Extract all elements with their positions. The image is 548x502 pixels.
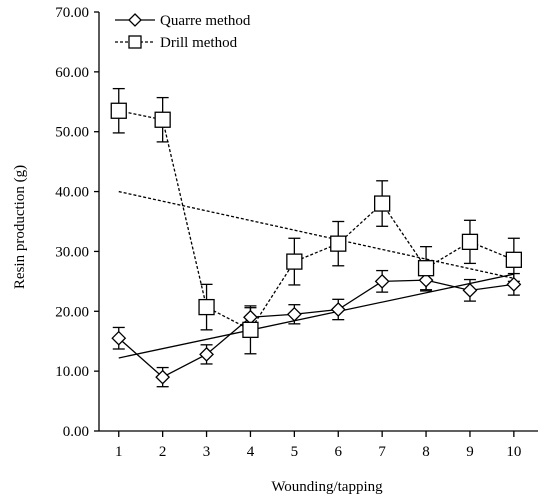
trend-lines [118, 190, 514, 359]
drill-point [286, 253, 303, 270]
drill-point [417, 260, 435, 277]
x-tick-label: 6 [335, 444, 343, 460]
drill-point [110, 102, 127, 119]
y-axis-title: Resin production (g) [12, 165, 28, 289]
y-tick-label: 30.00 [55, 244, 89, 260]
legend-drill-square-marker [128, 35, 142, 49]
legend-drill-label: Drill method [160, 35, 238, 51]
quarre-point [462, 282, 478, 298]
quarre-point [199, 346, 214, 362]
quarre-point [111, 330, 127, 346]
legend-quarre-label: Quarre method [160, 13, 251, 29]
quarre-series-line [118, 279, 514, 378]
axes [98, 12, 538, 432]
x-tick-label: 10 [506, 444, 521, 460]
y-tick-label: 60.00 [55, 65, 89, 81]
drill-trend-line [118, 190, 514, 279]
y-tick-label: 40.00 [55, 185, 89, 201]
quarre-trend-line [118, 273, 514, 359]
error-bars [112, 87, 520, 388]
y-tick-label: 0.00 [63, 424, 89, 440]
y-tick-label: 70.00 [55, 5, 89, 21]
quarre-point [374, 273, 390, 289]
series-lines [118, 110, 515, 378]
x-tick-label: 8 [422, 444, 430, 460]
quarre-point [155, 369, 171, 385]
x-tick-label: 1 [115, 444, 123, 460]
x-tick-label: 4 [247, 444, 255, 460]
x-tick-label: 3 [203, 444, 211, 460]
x-ticks: 1 2 3 4 5 6 7 8 9 10 [115, 431, 521, 460]
quarre-point [418, 272, 434, 288]
drill-point [505, 251, 523, 268]
y-tick-label: 20.00 [55, 304, 89, 320]
drill-point [198, 298, 215, 316]
drill-point [374, 195, 391, 212]
x-tick-label: 5 [291, 444, 299, 460]
drill-point [242, 321, 259, 338]
y-tick-label: 10.00 [55, 364, 89, 380]
markers [110, 102, 523, 385]
x-axis-title: Wounding/tapping [271, 479, 383, 495]
x-tick-label: 9 [466, 444, 474, 460]
y-ticks: 0.00 10.00 20.00 30.00 40.00 50.00 60.00 70.00 [55, 5, 99, 440]
drill-point [461, 233, 479, 251]
legend-quarre-diamond-marker [128, 13, 142, 27]
legend: Quarre method Drill method [115, 13, 251, 51]
quarre-point [506, 276, 522, 292]
x-tick-label: 7 [378, 444, 386, 460]
quarre-point [330, 302, 346, 317]
drill-series-line [118, 110, 515, 331]
drill-point [330, 235, 347, 252]
quarre-point [286, 306, 302, 322]
x-tick-label: 2 [159, 444, 167, 460]
drill-point [154, 111, 171, 128]
y-tick-label: 50.00 [55, 125, 89, 141]
